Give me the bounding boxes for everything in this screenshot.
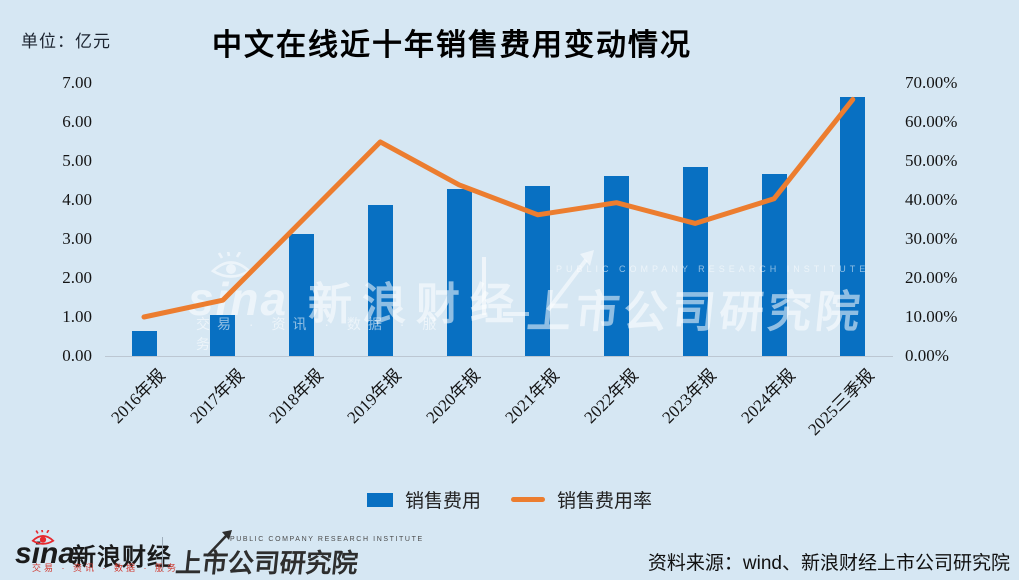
y-axis-tick-right: 0.00% — [905, 346, 949, 365]
data-source-note: 资料来源：wind、新浪财经上市公司研究院 — [647, 553, 1010, 574]
sina-eye-icon — [31, 530, 55, 545]
legend-label-sales-expense-rate: 销售费用率 — [557, 491, 653, 512]
y-axis-tick-right: 60.00% — [905, 112, 958, 131]
bar-2018年报 — [289, 233, 314, 356]
bar-2016年报 — [131, 331, 157, 356]
rate-line — [141, 96, 856, 320]
bar-2022年报 — [604, 175, 629, 356]
legend-label-sales-expense: 销售费用 — [404, 491, 481, 512]
y-axis-tick-left: 2.00 — [62, 268, 92, 287]
y-axis-tick-left: 4.00 — [62, 190, 92, 209]
y-axis-tick-right: 70.00% — [905, 73, 958, 92]
bar-2023年报 — [682, 166, 708, 356]
y-axis-tick-right: 20.00% — [905, 268, 958, 287]
page-title: 中文在线近十年销售费用变动情况 — [212, 29, 692, 62]
bar-2024年报 — [761, 174, 787, 356]
legend: 销售费用 销售费用率 — [0, 486, 1019, 513]
legend-line-swatch — [511, 497, 545, 502]
footer-logo-divider — [162, 537, 163, 571]
bar-2017年报 — [210, 315, 236, 356]
sina-wordmark: sina — [15, 537, 76, 570]
bar-2025三季报 — [840, 96, 866, 356]
y-axis-tick-left: 3.00 — [62, 229, 92, 248]
y-axis-tick-right: 10.00% — [905, 307, 958, 326]
legend-bar-swatch — [366, 492, 393, 507]
institute-caps-text: PUBLIC COMPANY RESEARCH INSTITUTE — [230, 536, 424, 543]
y-axis-tick-left: 0.00 — [62, 346, 92, 365]
y-axis-tick-right: 30.00% — [905, 229, 958, 248]
institute-logo-text: 上市公司研究院 — [174, 548, 360, 578]
y-axis-tick-right: 50.00% — [905, 151, 958, 170]
sina-finance-logo-text: 新浪财经 — [72, 544, 172, 571]
y-axis-tick-left: 7.00 — [62, 73, 92, 92]
x-axis-line — [105, 356, 893, 357]
y-axis-tick-left: 5.00 — [62, 151, 92, 170]
institute-arrow-icon — [206, 530, 232, 557]
bar-2019年报 — [367, 205, 393, 356]
y-axis-tick-left: 6.00 — [62, 112, 92, 131]
y-axis-tick-right: 40.00% — [905, 190, 958, 209]
sina-logo-tagline: 交易 · 资讯 · 数据 · 服务 — [32, 563, 179, 573]
unit-label: 单位：亿元 — [21, 32, 111, 51]
y-axis-tick-left: 1.00 — [62, 307, 92, 326]
bar-2020年报 — [446, 188, 472, 356]
bar-2021年报 — [525, 186, 551, 356]
